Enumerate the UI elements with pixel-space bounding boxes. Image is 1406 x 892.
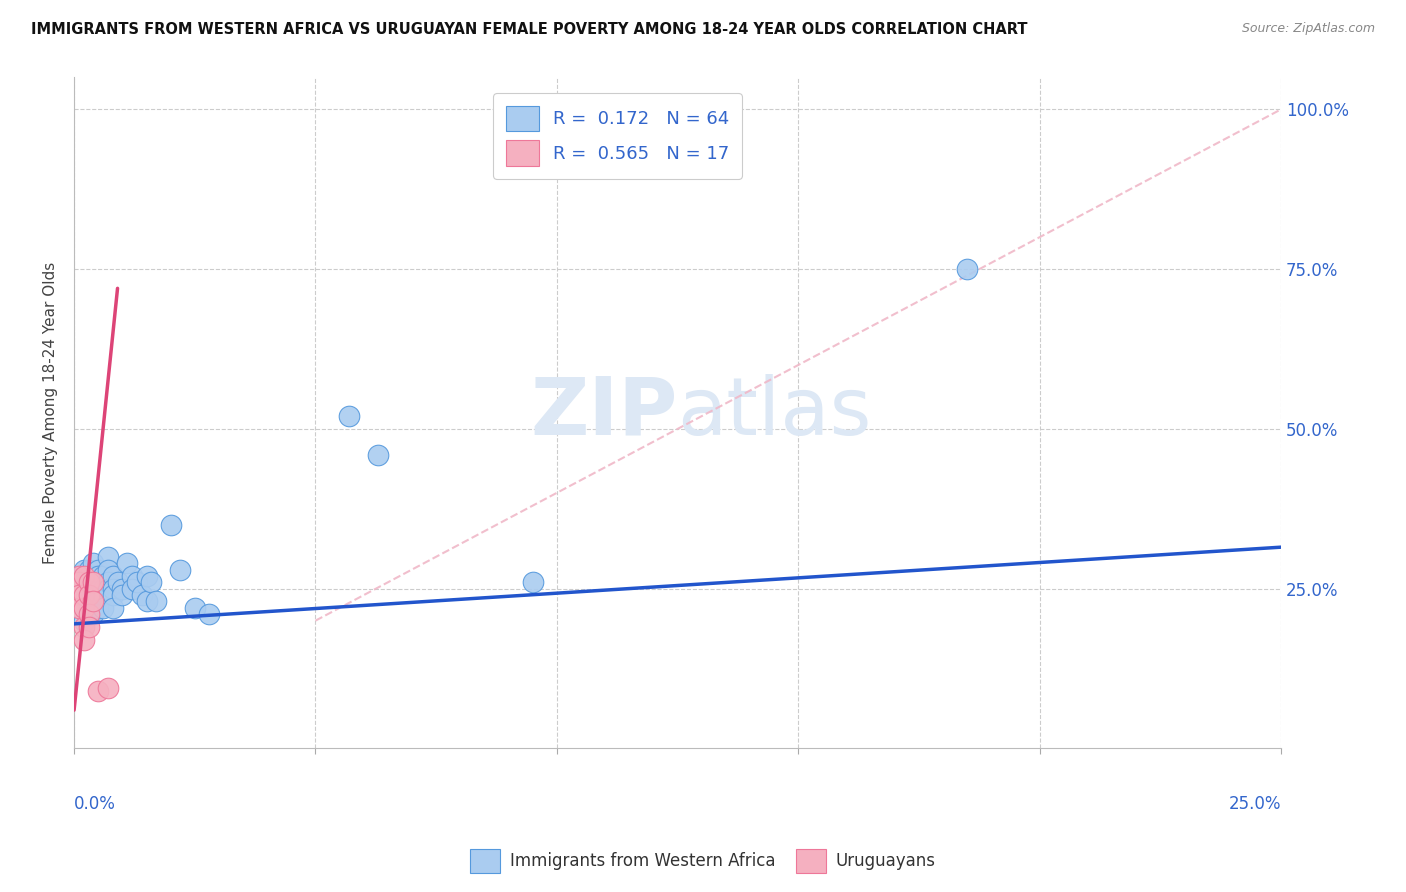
Point — [77, 588, 100, 602]
Point — [73, 594, 96, 608]
Text: ZIP: ZIP — [530, 374, 678, 452]
Point — [73, 600, 96, 615]
Point — [67, 575, 90, 590]
Point — [125, 575, 148, 590]
Point — [87, 588, 110, 602]
Point — [87, 569, 110, 583]
Point — [77, 562, 100, 576]
Point — [67, 588, 90, 602]
Point — [82, 594, 104, 608]
Point — [522, 575, 544, 590]
Point — [82, 575, 104, 590]
Point — [956, 262, 979, 277]
Point — [184, 600, 207, 615]
Point — [97, 582, 120, 596]
Point — [367, 448, 389, 462]
Point — [73, 614, 96, 628]
Point — [82, 569, 104, 583]
Point — [145, 594, 167, 608]
Text: 0.0%: 0.0% — [75, 796, 115, 814]
Point — [73, 575, 96, 590]
Point — [82, 600, 104, 615]
Point — [121, 569, 143, 583]
Point — [73, 582, 96, 596]
Point — [82, 575, 104, 590]
Point — [101, 588, 124, 602]
Point — [67, 569, 90, 583]
Point — [169, 562, 191, 576]
Y-axis label: Female Poverty Among 18-24 Year Olds: Female Poverty Among 18-24 Year Olds — [44, 262, 58, 564]
Point — [67, 575, 90, 590]
Point — [77, 594, 100, 608]
Point — [111, 588, 134, 602]
Point — [77, 575, 100, 590]
Point — [101, 569, 124, 583]
Point — [198, 607, 221, 622]
Point — [77, 569, 100, 583]
Point — [91, 588, 114, 602]
Legend: Immigrants from Western Africa, Uruguayans: Immigrants from Western Africa, Uruguaya… — [464, 842, 942, 880]
Text: atlas: atlas — [678, 374, 872, 452]
Point — [135, 594, 157, 608]
Point — [77, 607, 100, 622]
Point — [115, 556, 138, 570]
Point — [67, 600, 90, 615]
Point — [67, 582, 90, 596]
Point — [73, 588, 96, 602]
Point — [91, 569, 114, 583]
Point — [82, 607, 104, 622]
Point — [91, 600, 114, 615]
Text: IMMIGRANTS FROM WESTERN AFRICA VS URUGUAYAN FEMALE POVERTY AMONG 18-24 YEAR OLDS: IMMIGRANTS FROM WESTERN AFRICA VS URUGUA… — [31, 22, 1028, 37]
Point — [77, 582, 100, 596]
Point — [77, 600, 100, 615]
Point — [73, 620, 96, 634]
Point — [87, 575, 110, 590]
Point — [73, 632, 96, 647]
Point — [67, 588, 90, 602]
Point — [337, 409, 360, 424]
Point — [135, 569, 157, 583]
Point — [97, 549, 120, 564]
Point — [77, 607, 100, 622]
Point — [73, 600, 96, 615]
Point — [141, 575, 163, 590]
Point — [101, 582, 124, 596]
Point — [91, 582, 114, 596]
Point — [87, 684, 110, 698]
Point — [101, 600, 124, 615]
Point — [87, 582, 110, 596]
Point — [82, 588, 104, 602]
Point — [159, 517, 181, 532]
Point — [73, 569, 96, 583]
Point — [82, 594, 104, 608]
Text: 25.0%: 25.0% — [1229, 796, 1281, 814]
Legend: R =  0.172   N = 64, R =  0.565   N = 17: R = 0.172 N = 64, R = 0.565 N = 17 — [494, 93, 742, 178]
Point — [97, 681, 120, 695]
Point — [97, 562, 120, 576]
Point — [82, 582, 104, 596]
Point — [77, 588, 100, 602]
Point — [73, 562, 96, 576]
Point — [97, 575, 120, 590]
Point — [67, 569, 90, 583]
Point — [87, 600, 110, 615]
Point — [77, 620, 100, 634]
Point — [87, 562, 110, 576]
Point — [131, 588, 153, 602]
Point — [82, 556, 104, 570]
Text: Source: ZipAtlas.com: Source: ZipAtlas.com — [1241, 22, 1375, 36]
Point — [77, 575, 100, 590]
Point — [121, 582, 143, 596]
Point — [107, 575, 129, 590]
Point — [111, 582, 134, 596]
